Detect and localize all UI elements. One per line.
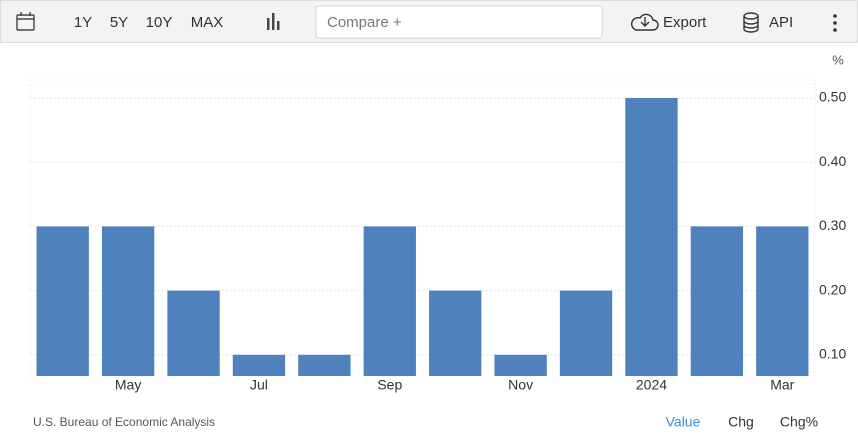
range-button[interactable]: 10Y: [146, 14, 173, 31]
menu-icon[interactable]: [833, 14, 837, 32]
bar: [298, 354, 351, 376]
x-tick-label: 2024: [636, 377, 667, 393]
range-button[interactable]: 1Y: [74, 14, 92, 31]
bar: [363, 226, 416, 376]
view-tab[interactable]: Chg: [728, 414, 754, 430]
y-tick-label: 0.40: [819, 153, 846, 169]
x-tick-label: May: [115, 377, 141, 393]
api-icon[interactable]: [743, 12, 759, 33]
chart-type-icon[interactable]: [267, 13, 280, 30]
view-tab[interactable]: Value: [666, 414, 701, 430]
source: U.S. Bureau of Economic Analysis: [33, 415, 215, 429]
y-tick-label: 0.20: [819, 281, 846, 297]
x-tick-label: Mar: [770, 377, 794, 393]
bar: [101, 226, 155, 376]
bar: [429, 290, 482, 376]
bar: [756, 226, 809, 376]
export-icon[interactable]: [630, 13, 659, 31]
x-tick-label: Sep: [377, 377, 402, 393]
y-tick-label: 0.50: [819, 89, 846, 105]
compare-box[interactable]: [315, 5, 603, 39]
y-tick-label: 0.10: [819, 346, 846, 362]
y-unit: %: [832, 52, 844, 67]
range-button[interactable]: MAX: [191, 14, 224, 31]
bar: [625, 97, 678, 377]
bar: [690, 226, 744, 376]
export-button[interactable]: Export: [663, 14, 707, 31]
api-button[interactable]: API: [769, 14, 793, 31]
view-tab[interactable]: Chg%: [780, 414, 818, 430]
calendar-icon[interactable]: [16, 12, 35, 31]
bar: [559, 290, 613, 376]
compare-input[interactable]: Compare +: [327, 14, 402, 31]
x-tick-label: Jul: [250, 377, 268, 393]
plot-frame: [29, 79, 816, 377]
bar: [167, 290, 220, 376]
bar: [36, 226, 89, 376]
range-button[interactable]: 5Y: [110, 14, 128, 31]
y-tick-label: 0.30: [819, 217, 846, 233]
bar: [494, 354, 547, 376]
bar: [232, 354, 286, 376]
x-tick-label: Nov: [508, 377, 533, 393]
